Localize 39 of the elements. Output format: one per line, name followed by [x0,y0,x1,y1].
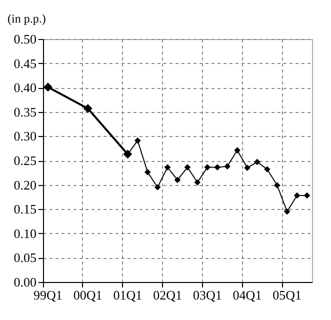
y-tick-label: 0.20 [14,177,36,192]
point [274,182,280,188]
y-tick-label: 0.30 [14,128,36,144]
y-tick-label: 0.45 [14,56,36,71]
point [174,176,181,184]
point [294,192,300,199]
x-tick-label: 03Q1 [192,288,222,302]
x-tick-label: 02Q1 [153,288,182,302]
y-tick-label: 0.15 [14,202,36,217]
point [154,184,161,190]
x-tick-label: 00Q1 [73,288,102,302]
x-tick-label: 01Q1 [113,288,142,302]
point [44,82,52,92]
x-tick-label: 99Q1 [34,288,62,302]
y-tick-label: 0.00 [14,274,36,290]
point [244,164,250,171]
point [284,208,290,215]
point [224,163,230,170]
x-tick-label: 05Q1 [272,288,302,302]
y-tick-label: 0.10 [14,226,36,241]
point [184,164,191,170]
point [254,158,260,166]
point [204,164,211,170]
point [134,137,141,144]
point [164,164,171,170]
point [194,179,201,186]
point [83,104,92,113]
y-tick-label: 0.25 [14,153,36,168]
y-tick-label: 0.35 [14,104,36,120]
point [144,169,151,176]
point [214,164,221,170]
y-axis-title: (in p.p.) [8,12,46,26]
y-tick-label: 0.50 [14,32,36,46]
point [264,166,270,172]
y-tick-label: 0.05 [14,250,36,266]
point [234,147,240,154]
x-tick-label: 04Q1 [232,288,262,302]
point [304,192,310,199]
y-tick-label: 0.40 [14,80,36,96]
